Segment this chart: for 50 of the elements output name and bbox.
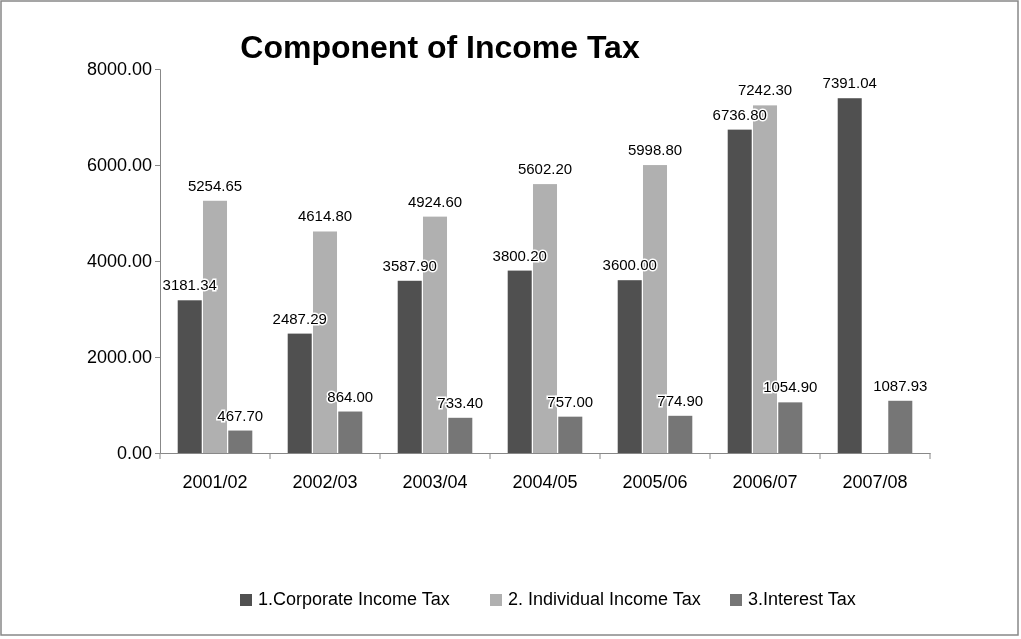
data-label: 467.70 bbox=[217, 406, 264, 424]
data-label: 3800.20 bbox=[492, 246, 547, 264]
bar bbox=[338, 411, 363, 453]
y-tick-label: 6000.00 bbox=[86, 155, 152, 176]
legend-label: 2. Individual Income Tax bbox=[508, 589, 701, 609]
x-tick-label: 2004/05 bbox=[512, 471, 578, 492]
data-label: 4614.80 bbox=[297, 207, 353, 225]
legend-label: 3.Interest Tax bbox=[748, 589, 856, 609]
data-label: 757.00 bbox=[547, 392, 594, 410]
data-label: 1087.93 bbox=[873, 376, 928, 394]
x-tick-label: 2005/06 bbox=[622, 471, 688, 492]
data-label: 864.00 bbox=[327, 387, 374, 405]
bar bbox=[287, 333, 312, 453]
data-label: 1054.90 bbox=[763, 378, 818, 396]
bar bbox=[558, 416, 583, 453]
data-label: 2487.29 bbox=[272, 309, 327, 327]
data-label: 5998.80 bbox=[627, 141, 683, 159]
data-label: 5602.20 bbox=[517, 160, 573, 178]
x-tick-label: 2002/03 bbox=[292, 471, 358, 492]
chart-title: Component of Income Tax bbox=[240, 29, 640, 65]
data-label: 7242.30 bbox=[737, 81, 793, 99]
bar bbox=[888, 400, 913, 453]
bar bbox=[837, 98, 862, 453]
x-tick-label: 2007/08 bbox=[842, 471, 908, 492]
data-label: 733.40 bbox=[437, 393, 484, 411]
bar bbox=[778, 402, 803, 453]
x-tick-label: 2001/02 bbox=[182, 471, 248, 492]
bar bbox=[727, 129, 752, 453]
y-tick-label: 0.00 bbox=[116, 443, 152, 464]
y-tick-label: 8000.00 bbox=[86, 59, 152, 80]
legend-label: 1.Corporate Income Tax bbox=[258, 589, 450, 609]
y-tick-label: 4000.00 bbox=[86, 251, 152, 272]
bar bbox=[397, 280, 422, 453]
x-tick-label: 2006/07 bbox=[732, 471, 798, 492]
data-label: 4924.60 bbox=[407, 192, 463, 210]
bar bbox=[228, 430, 253, 453]
bar bbox=[177, 300, 202, 453]
data-label: 3587.90 bbox=[382, 256, 437, 274]
data-label: 7391.04 bbox=[822, 74, 877, 92]
data-label: 6736.80 bbox=[712, 105, 767, 123]
y-tick-label: 2000.00 bbox=[86, 347, 152, 368]
bar bbox=[448, 417, 473, 453]
data-label: 5254.65 bbox=[187, 176, 243, 194]
bar bbox=[668, 415, 693, 453]
x-tick-label: 2003/04 bbox=[402, 471, 468, 492]
data-label: 774.90 bbox=[657, 391, 704, 409]
bar bbox=[507, 270, 532, 453]
bar bbox=[617, 280, 642, 453]
data-label: 3181.34 bbox=[162, 276, 217, 294]
data-label: 3600.00 bbox=[602, 256, 657, 274]
